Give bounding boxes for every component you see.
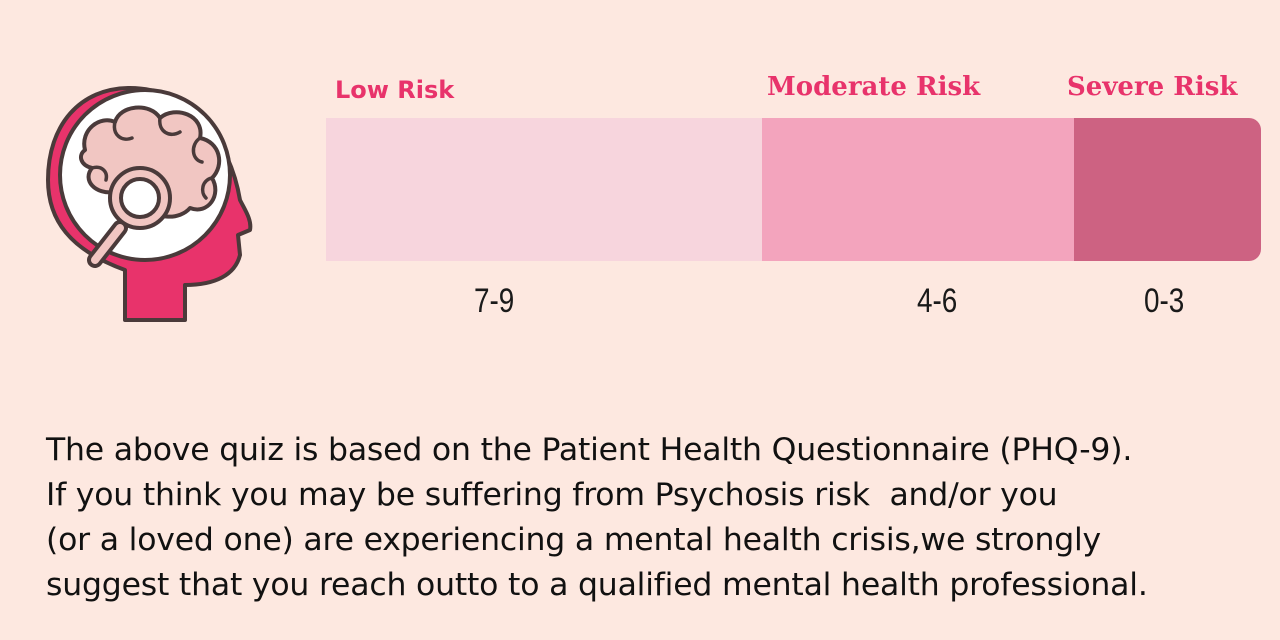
severe-risk-label: Severe Risk bbox=[1067, 72, 1238, 102]
disclaimer-text: The above quiz is based on the Patient H… bbox=[46, 428, 1266, 608]
disclaimer-line: The above quiz is based on the Patient H… bbox=[46, 432, 1133, 468]
severe-risk-range: 0-3 bbox=[1144, 282, 1185, 320]
moderate-risk-range: 4-6 bbox=[917, 282, 958, 320]
low-risk-range: 7-9 bbox=[474, 282, 515, 320]
severe-risk-segment bbox=[1073, 118, 1261, 261]
disclaimer-line: If you think you may be suffering from P… bbox=[46, 477, 1058, 513]
moderate-risk-label: Moderate Risk bbox=[767, 72, 981, 102]
disclaimer-line: (or a loved one) are experiencing a ment… bbox=[46, 522, 1102, 558]
moderate-risk-segment bbox=[761, 118, 1074, 261]
low-risk-segment bbox=[326, 118, 762, 261]
low-risk-label: Low Risk bbox=[335, 76, 455, 104]
brain-magnifier-head-icon bbox=[46, 86, 253, 322]
disclaimer-line: suggest that you reach outto to a qualif… bbox=[46, 567, 1148, 603]
risk-scale-bar bbox=[326, 118, 1261, 261]
